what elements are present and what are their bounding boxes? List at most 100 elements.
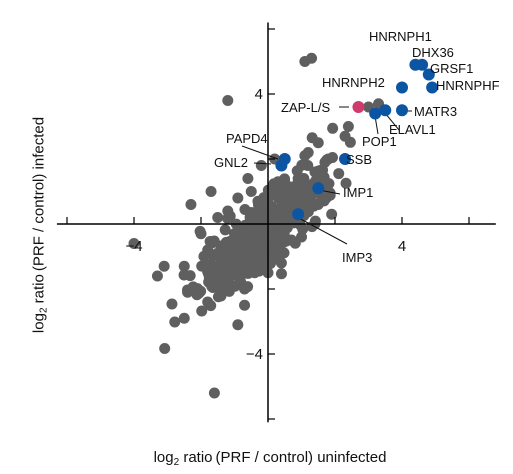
data-point: [191, 289, 203, 301]
data-point: [296, 231, 307, 243]
highlight-label: ZAP-L/S: [281, 100, 330, 115]
highlight-point: [369, 107, 382, 120]
data-point: [205, 186, 217, 197]
data-point: [282, 199, 294, 210]
highlight-point: [312, 182, 325, 195]
data-point: [212, 212, 224, 223]
data-point: [229, 280, 241, 292]
data-point: [215, 280, 227, 292]
data-point: [222, 205, 234, 217]
data-point: [158, 260, 170, 272]
highlight-label: MATR3: [414, 104, 457, 119]
data-point: [225, 270, 237, 282]
data-point: [151, 270, 163, 282]
data-point: [275, 257, 287, 269]
data-point: [202, 244, 214, 256]
data-point: [229, 228, 240, 240]
data-point: [299, 150, 311, 162]
highlight-point: [339, 153, 352, 165]
data-point: [252, 195, 264, 207]
y-tick-label: −4: [246, 346, 263, 363]
data-point: [250, 206, 262, 218]
data-point: [333, 168, 345, 180]
highlight-label: HNRNPHF: [436, 78, 500, 93]
data-point: [285, 234, 297, 246]
data-point: [196, 305, 208, 317]
data-point: [166, 298, 178, 310]
data-point: [327, 122, 339, 134]
highlight-label: IMP3: [342, 250, 372, 265]
data-point: [342, 121, 354, 132]
data-point: [208, 387, 220, 399]
highlight-point: [426, 81, 439, 94]
y-axis-title: log2 ratio (PRF / control) infected: [30, 116, 50, 334]
data-point: [319, 156, 331, 168]
data-point: [309, 166, 321, 178]
data-point: [232, 241, 244, 253]
data-point: [178, 312, 190, 324]
data-point: [218, 260, 230, 272]
y-tick-label: 4: [255, 86, 263, 103]
highlight-point: [292, 208, 305, 221]
data-point: [292, 173, 304, 184]
highlight-point: [422, 68, 435, 81]
highlight-label: HNRNPH1: [369, 29, 432, 44]
x-axis-title: log2 ratio (PRF / control) uninfected: [153, 449, 387, 468]
data-point: [185, 199, 197, 210]
highlight-label: SSB: [346, 152, 372, 167]
data-point: [239, 255, 251, 267]
data-point: [178, 269, 190, 281]
highlight-point: [275, 159, 288, 172]
data-point: [239, 299, 251, 311]
x-tick-label: 4: [398, 238, 406, 255]
highlight-point: [352, 101, 365, 113]
data-point: [195, 228, 207, 240]
data-point: [243, 231, 255, 243]
highlight-point: [396, 104, 408, 117]
data-point: [203, 268, 215, 280]
data-point: [249, 267, 261, 279]
data-point: [269, 231, 281, 243]
data-point: [275, 268, 287, 280]
data-point: [232, 192, 244, 204]
data-point: [312, 199, 324, 210]
data-point: [255, 160, 267, 171]
data-point: [222, 95, 234, 106]
highlight-label: PAPD4: [226, 131, 268, 146]
data-point: [128, 238, 140, 249]
data-point: [245, 186, 257, 197]
data-point: [159, 342, 171, 354]
data-point: [207, 281, 219, 293]
data-point: [182, 286, 194, 298]
data-point: [239, 204, 251, 216]
data-point: [202, 296, 214, 308]
data-point: [299, 56, 311, 67]
data-point: [312, 137, 324, 149]
highlight-label: DHX36: [412, 45, 454, 60]
data-point: [242, 173, 254, 184]
highlight-label: IMP1: [343, 185, 373, 200]
data-point: [169, 316, 181, 328]
highlight-label: POP1: [362, 134, 397, 149]
highlight-point: [379, 104, 392, 117]
data-point: [340, 177, 352, 189]
data-point: [239, 283, 251, 295]
data-point: [232, 319, 244, 331]
data-point: [219, 224, 231, 236]
data-point: [272, 176, 284, 188]
data-point: [215, 240, 227, 252]
highlight-point: [396, 81, 408, 94]
data-point: [178, 260, 190, 272]
data-point: [230, 252, 242, 264]
highlight-point: [416, 58, 429, 71]
data-point: [302, 189, 314, 201]
label-leader-line: [294, 215, 348, 245]
highlight-label: GNL2: [214, 155, 248, 170]
label-leader-line: [253, 162, 272, 165]
highlight-label: ELAVL1: [389, 122, 436, 137]
highlight-label: HNRNPH2: [322, 75, 385, 90]
data-point: [215, 290, 227, 302]
data-point: [201, 259, 213, 271]
label-leader-line: [241, 145, 279, 160]
